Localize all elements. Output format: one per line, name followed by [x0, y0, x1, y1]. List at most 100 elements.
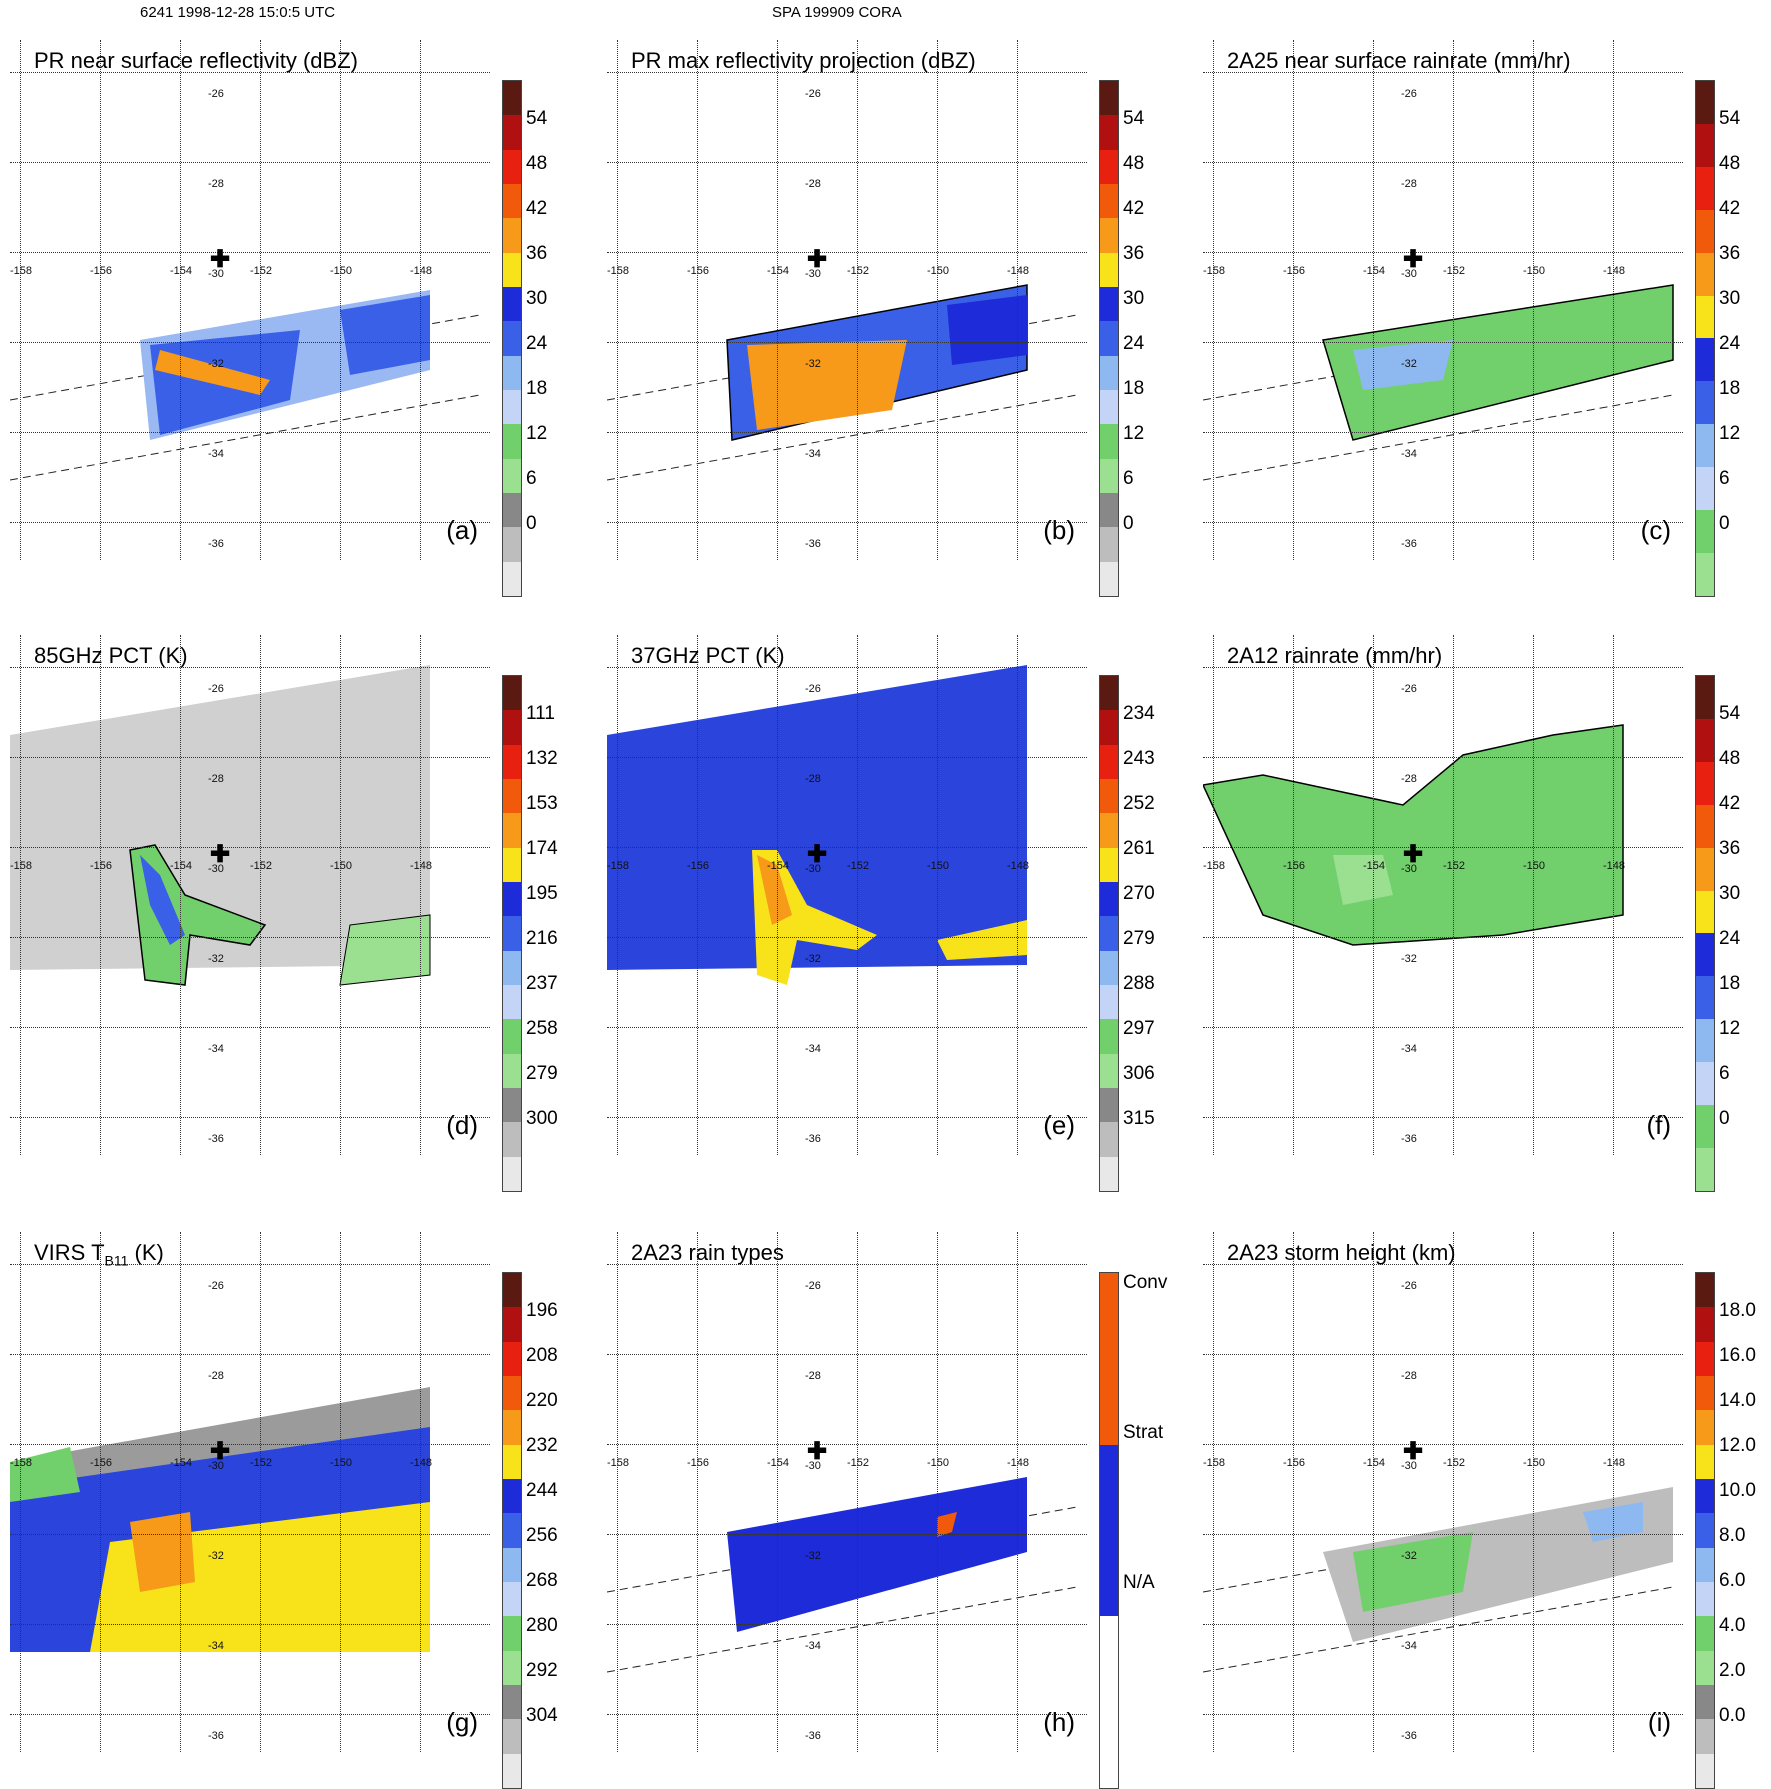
imagery — [1203, 724, 1624, 946]
colorbar-label: 304 — [526, 1705, 558, 1726]
lat-label: -34 — [208, 1640, 224, 1652]
colorbar — [502, 80, 522, 597]
lat-label: -26 — [1401, 88, 1417, 100]
lat-label: -36 — [1401, 1133, 1417, 1145]
colorbar-swatch — [503, 1547, 521, 1582]
lon-gridline — [1213, 635, 1214, 1155]
colorbar-swatch — [1696, 804, 1714, 848]
lon-label: -150 — [927, 265, 950, 277]
panel-tag: (a) — [446, 515, 478, 545]
lat-gridline — [1203, 667, 1683, 668]
lat-gridline — [1203, 522, 1683, 523]
colorbar-swatch — [1100, 744, 1118, 779]
colorbar-label: 30 — [1719, 288, 1741, 309]
colorbar-label: 12 — [526, 423, 548, 444]
lat-gridline — [10, 1117, 490, 1118]
map-area: -26 -28 -30 -32 -34 -36 -158 -156 -154 -152 -150 -1… — [10, 40, 490, 560]
colorbar-swatch — [1100, 1616, 1118, 1788]
map-area: -26 -28 -30 -32 -34 -36 -158 -156 -154 -152 -150 -1… — [1203, 1232, 1683, 1752]
lon-gridline — [1213, 1232, 1214, 1752]
swath-edge-south — [607, 1586, 1078, 1673]
lat-label: -26 — [208, 1280, 224, 1292]
cold-area — [129, 844, 267, 986]
lon-gridline — [777, 40, 778, 560]
lon-gridline — [1293, 635, 1294, 1155]
lon-label: -152 — [250, 1457, 273, 1469]
center-marker: ✚ — [807, 1438, 828, 1465]
lat-label: -34 — [1401, 448, 1417, 460]
colorbar-label: 6 — [526, 468, 537, 489]
panel-title: PR max reflectivity projection (dBZ) — [631, 48, 976, 73]
colorbar-swatch — [1100, 1273, 1118, 1445]
colorbar-label: 297 — [1123, 1018, 1155, 1039]
colorbar-swatch — [1100, 1122, 1118, 1157]
colorbar-label: 153 — [526, 793, 558, 814]
lat-gridline — [1203, 757, 1683, 758]
lon-label: -152 — [250, 265, 273, 277]
lon-gridline — [20, 1232, 21, 1752]
colorbar-label: 18.0 — [1719, 1300, 1756, 1321]
colorbar-swatch — [1100, 561, 1118, 596]
colorbar-label: 36 — [1719, 243, 1741, 264]
colorbar-swatch — [1696, 1513, 1714, 1548]
colorbar-swatch — [503, 1616, 521, 1651]
colorbar-swatch — [1100, 710, 1118, 745]
panel-tag: (i) — [1647, 1707, 1671, 1737]
colorbar-label: 8.0 — [1719, 1525, 1746, 1546]
lat-gridline — [10, 847, 490, 848]
lon-label: -150 — [927, 1457, 950, 1469]
lat-gridline — [10, 342, 490, 343]
lat-gridline — [10, 72, 490, 73]
lon-gridline — [1213, 40, 1214, 560]
colorbar-swatch — [1696, 209, 1714, 253]
colorbar-swatch — [1696, 552, 1714, 596]
colorbar-swatch — [1696, 123, 1714, 167]
lon-label: -156 — [90, 860, 113, 872]
map-panel-i: -26 -28 -30 -32 -34 -36 -158 -156 -154 -152 -150 -1… — [1193, 1232, 1756, 1789]
lat-gridline — [607, 72, 1087, 73]
colorbar — [1099, 1272, 1119, 1789]
lon-gridline — [777, 635, 778, 1155]
colorbar-swatch — [503, 950, 521, 985]
colorbar-label: 42 — [1719, 793, 1741, 814]
center-marker: ✚ — [210, 1438, 231, 1465]
colorbar-swatch — [503, 424, 521, 459]
lon-gridline — [1017, 40, 1018, 560]
colorbar — [1099, 80, 1119, 597]
echo-east — [340, 295, 430, 375]
colorbar-swatch — [1696, 676, 1714, 719]
swath-edge-south — [1203, 1586, 1674, 1673]
colorbar-swatch — [1100, 950, 1118, 985]
lat-gridline — [1203, 1714, 1683, 1715]
lon-label: -148 — [1007, 860, 1030, 872]
map-panel-d: -26 -28 -30 -32 -34 -36 -158 -156 -154 -152 -150 -1… — [0, 635, 558, 1192]
colorbar-swatch — [1696, 1105, 1714, 1148]
colorbar-swatch — [1696, 1375, 1714, 1411]
lat-label: -32 — [208, 358, 224, 370]
center-marker: ✚ — [807, 246, 828, 273]
colorbar-swatch — [503, 1019, 521, 1054]
panel-title: 85GHz PCT (K) — [34, 643, 188, 668]
lat-label: -32 — [805, 1550, 821, 1562]
colorbar-label: 48 — [1719, 153, 1741, 174]
lat-label: -28 — [1401, 178, 1417, 190]
lat-gridline — [1203, 1264, 1683, 1265]
lat-label: -36 — [805, 1730, 821, 1742]
lat-gridline — [10, 1264, 490, 1265]
colorbar-swatch — [503, 321, 521, 356]
lon-label: -154 — [1363, 265, 1386, 277]
lat-label: -34 — [805, 1043, 821, 1055]
colorbar-swatch — [1100, 847, 1118, 882]
header-center: SPA 199909 CORA — [772, 4, 902, 21]
center-marker: ✚ — [1403, 1438, 1424, 1465]
map-area: -26 -28 -30 -32 -34 -36 -158 -156 -154 -152 -150 -1… — [607, 1232, 1087, 1752]
lat-gridline — [10, 1624, 490, 1625]
lat-label: -34 — [208, 1043, 224, 1055]
header-left: 6241 1998-12-28 15:0:5 UTC — [140, 4, 336, 21]
colorbar-swatch — [1696, 976, 1714, 1020]
lat-label: -36 — [208, 1730, 224, 1742]
lon-gridline — [1533, 1232, 1534, 1752]
colorbar-label: 16.0 — [1719, 1345, 1756, 1366]
lon-gridline — [777, 1232, 778, 1752]
colorbar-swatch — [503, 115, 521, 150]
